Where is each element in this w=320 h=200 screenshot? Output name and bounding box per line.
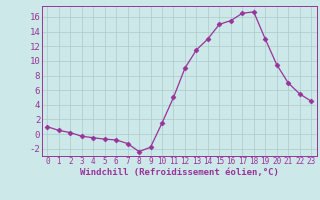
X-axis label: Windchill (Refroidissement éolien,°C): Windchill (Refroidissement éolien,°C) [80, 168, 279, 177]
